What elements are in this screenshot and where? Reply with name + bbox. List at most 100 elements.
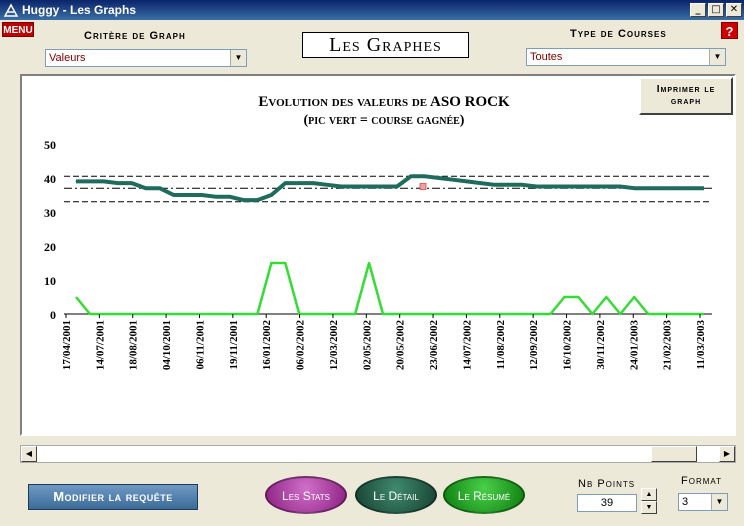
- data-point: [382, 186, 384, 187]
- x-tick-label: 02/05/2002: [361, 320, 373, 371]
- chart-subtitle: (pic vert = course gagnée): [304, 113, 465, 128]
- horizontal-scrollbar[interactable]: ◀ ▶: [20, 445, 736, 463]
- x-tick-label: 23/06/2002: [428, 320, 440, 371]
- series-line-wins: [75, 261, 704, 316]
- x-tick-label: 17/04/2001: [61, 320, 73, 370]
- spin-down-icon[interactable]: ▼: [641, 501, 657, 514]
- app-icon: [3, 3, 19, 17]
- data-point: [131, 182, 133, 184]
- data-point: [284, 182, 286, 184]
- x-tick-label: 04/10/2001: [161, 320, 173, 370]
- data-point: [159, 187, 161, 189]
- data-point: [605, 186, 607, 187]
- x-tick-label: 16/01/2002: [261, 320, 273, 371]
- data-point: [312, 182, 314, 184]
- window-titlebar: Huggy - Les Graphs _ □ ✕: [0, 0, 744, 20]
- data-point: [298, 182, 300, 184]
- format-label: Format: [681, 475, 723, 487]
- data-point: [466, 180, 468, 182]
- data-point: [549, 186, 551, 187]
- x-tick-label: 19/11/2001: [228, 320, 240, 370]
- data-point: [410, 175, 412, 177]
- detail-button[interactable]: Le Détail: [355, 476, 437, 514]
- x-tick-label: 11/03/2003: [695, 320, 707, 370]
- data-point: [647, 187, 649, 189]
- nb-points-label: Nb Points: [578, 478, 636, 490]
- x-tick-label: 16/10/2002: [562, 320, 574, 371]
- x-tick-label: 21/02/2003: [662, 320, 674, 371]
- maximize-button[interactable]: □: [708, 3, 724, 17]
- x-tick-label: 14/07/2001: [94, 320, 106, 370]
- data-point: [633, 187, 635, 189]
- course-type-value: Toutes: [530, 51, 563, 63]
- data-point: [577, 186, 579, 187]
- chevron-down-icon[interactable]: ▼: [230, 50, 246, 66]
- scroll-thumb[interactable]: [651, 446, 697, 462]
- print-graph-button[interactable]: Imprimer le graph: [639, 77, 733, 115]
- data-point: [619, 186, 621, 187]
- chevron-down-icon[interactable]: ▼: [709, 49, 725, 65]
- data-point: [661, 187, 663, 189]
- data-point: [215, 196, 217, 198]
- data-point: [675, 187, 677, 189]
- x-tick-label: 06/02/2002: [295, 320, 307, 371]
- data-point: [173, 194, 175, 196]
- course-type-select[interactable]: Toutes ▼: [526, 48, 726, 66]
- chevron-down-icon[interactable]: ▼: [711, 494, 727, 510]
- data-point: [424, 175, 426, 177]
- data-point: [117, 182, 119, 184]
- data-point: [368, 186, 370, 187]
- spin-up-icon[interactable]: ▲: [641, 488, 657, 501]
- y-tick-label: 20: [44, 240, 56, 254]
- series-line-values: [76, 174, 704, 203]
- criteria-select[interactable]: Valeurs ▼: [45, 49, 247, 67]
- data-point: [270, 194, 272, 196]
- data-point: [242, 199, 244, 201]
- chart-title: Evolution des valeurs de ASO ROCK: [258, 94, 510, 110]
- graph-frame: Evolution des valeurs de ASO ROCK (pic ve…: [20, 74, 736, 436]
- stats-button[interactable]: Les Stats: [265, 476, 347, 514]
- data-point: [508, 184, 510, 186]
- y-tick-label: 30: [44, 206, 56, 220]
- page-title: Les Graphes: [302, 32, 469, 58]
- data-point: [396, 186, 398, 187]
- criteria-value: Valeurs: [49, 52, 86, 64]
- data-point: [103, 180, 105, 182]
- x-tick-label: 14/07/2002: [461, 320, 473, 371]
- data-point: [229, 196, 231, 198]
- modify-query-button[interactable]: Modifier la requête: [28, 484, 198, 510]
- scroll-left-icon[interactable]: ◀: [21, 446, 37, 462]
- y-tick-label: 40: [44, 172, 56, 186]
- resume-button[interactable]: Le Résumé: [443, 476, 525, 514]
- y-tick-label: 50: [44, 138, 56, 152]
- nb-points-input[interactable]: 39: [577, 494, 637, 512]
- criteria-label: Critère de Graph: [84, 30, 186, 42]
- data-point: [145, 187, 147, 189]
- x-tick-label: 20/05/2002: [395, 320, 407, 371]
- data-point: [689, 187, 691, 189]
- data-point: [494, 184, 496, 186]
- window-title: Huggy - Les Graphs: [22, 3, 137, 17]
- minimize-button[interactable]: _: [690, 3, 706, 17]
- data-point: [591, 186, 593, 187]
- data-point: [480, 182, 482, 184]
- format-select[interactable]: 3 ▼: [678, 493, 728, 511]
- data-point: [326, 184, 328, 186]
- data-point: [187, 194, 189, 196]
- data-point: [256, 199, 258, 201]
- course-type-label: Type de Courses: [570, 28, 667, 40]
- data-point: [89, 180, 91, 182]
- x-tick-label: 18/08/2001: [128, 320, 140, 370]
- chart: Evolution des valeurs de ASO ROCK (pic ve…: [44, 94, 712, 371]
- close-button[interactable]: ✕: [726, 3, 742, 17]
- data-point: [75, 180, 77, 182]
- scroll-right-icon[interactable]: ▶: [719, 446, 735, 462]
- menu-button[interactable]: MENU: [2, 22, 34, 37]
- x-tick-label: 06/11/2001: [194, 320, 206, 370]
- y-tick-label: 10: [44, 274, 56, 288]
- data-point: [201, 194, 203, 196]
- x-tick-label: 12/03/2002: [328, 320, 340, 371]
- y-tick-label: 0: [50, 308, 56, 322]
- help-icon[interactable]: ?: [721, 22, 738, 39]
- data-point: [536, 186, 538, 187]
